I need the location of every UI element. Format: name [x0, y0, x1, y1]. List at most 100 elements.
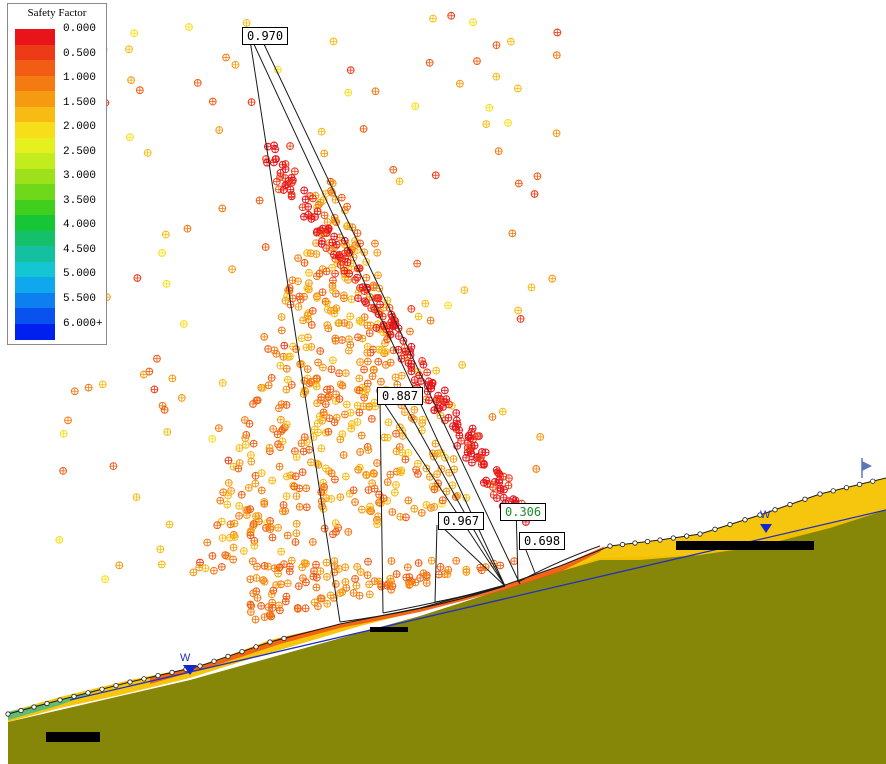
slip-center-marker	[218, 379, 227, 387]
slip-center-marker	[434, 479, 442, 488]
slip-center-marker	[307, 458, 315, 467]
slip-center-marker	[332, 390, 341, 399]
legend-swatch	[15, 29, 55, 45]
slip-center-marker	[386, 358, 395, 367]
slip-center-marker	[302, 343, 311, 352]
slip-center-marker	[276, 415, 285, 424]
legend-label: 0.000	[63, 23, 97, 35]
slip-center-marker	[443, 570, 452, 579]
slip-center-marker	[208, 434, 217, 443]
slip-center-marker	[241, 440, 250, 449]
boundary-bar-right	[676, 541, 814, 550]
slip-center-marker	[492, 494, 501, 503]
slip-center-marker	[329, 37, 338, 46]
slip-center-marker	[299, 390, 308, 399]
legend-label: 2.000	[63, 121, 97, 134]
slip-center-marker	[329, 250, 338, 259]
slip-center-marker	[390, 488, 399, 497]
slip-center-marker	[323, 599, 332, 608]
legend-swatch	[15, 292, 55, 309]
slip-center-marker	[450, 465, 459, 474]
slip-center-marker	[189, 568, 198, 577]
slip-center-marker	[317, 127, 326, 136]
slip-center-marker	[351, 276, 360, 284]
slip-center-marker	[368, 372, 377, 381]
slip-center-marker	[265, 443, 274, 452]
slip-center-marker	[468, 458, 476, 467]
slip-center-marker	[447, 11, 456, 20]
fs-label-0970[interactable]: 0.970	[242, 27, 289, 45]
slip-center-marker	[153, 354, 161, 363]
slip-center-marker	[495, 476, 504, 485]
slip-center-marker	[346, 66, 355, 75]
boundary-bar-left	[46, 732, 100, 742]
slip-center-marker	[318, 237, 326, 246]
slip-center-marker	[460, 286, 469, 295]
slip-center-marker	[452, 409, 461, 417]
slip-center-marker	[217, 563, 226, 571]
slip-center-marker	[229, 543, 238, 552]
slip-center-marker	[427, 556, 436, 565]
fs-label-0967[interactable]: 0.967	[438, 512, 485, 530]
slip-center-marker	[402, 513, 410, 522]
fs-label-0698[interactable]: 0.698	[519, 532, 566, 550]
slip-center-marker	[266, 525, 275, 534]
slip-center-marker	[222, 53, 230, 62]
slip-center-marker	[553, 28, 562, 37]
slip-center-marker	[268, 603, 277, 612]
slip-center-marker	[301, 195, 310, 204]
slip-center-marker	[304, 315, 313, 324]
legend-swatch	[15, 246, 55, 262]
slip-center-marker	[349, 486, 358, 495]
surface-vertex	[742, 517, 748, 523]
legend-swatch	[15, 168, 55, 185]
surface-vertex	[44, 700, 50, 707]
slip-center-marker	[341, 563, 350, 572]
slip-center-marker	[279, 501, 288, 509]
slip-center-marker	[510, 557, 519, 565]
slip-center-marker	[492, 41, 501, 50]
legend-label: 4.000	[63, 219, 97, 232]
slip-center-marker	[344, 88, 353, 97]
slip-center-marker	[365, 590, 374, 599]
slip-center-marker	[362, 273, 371, 282]
slip-center-marker	[552, 129, 561, 138]
slip-center-marker	[365, 329, 374, 338]
fs-label-0306-critical[interactable]: 0.306	[500, 503, 547, 521]
fs-label-0887[interactable]: 0.887	[377, 387, 424, 405]
slip-center-marker	[298, 203, 307, 212]
slip-center-marker	[355, 316, 364, 325]
slip-center-marker	[158, 249, 166, 257]
slip-center-marker	[422, 501, 431, 509]
slip-center-marker	[286, 562, 294, 571]
slip-center-marker	[374, 512, 383, 521]
slip-center-marker	[552, 51, 561, 60]
slip-center-marker	[387, 577, 396, 586]
slip-center-marker	[419, 360, 428, 369]
slip-center-marker	[143, 148, 152, 157]
slip-center-marker	[283, 531, 292, 540]
slip-center-marker	[345, 321, 354, 329]
slip-center-marker	[421, 299, 430, 308]
slip-center-marker	[217, 517, 226, 526]
surface-vertex	[632, 540, 638, 546]
slip-center-marker	[268, 476, 277, 485]
slip-center-marker	[235, 501, 244, 510]
slip-center-marker	[317, 488, 326, 497]
surface-vertex	[697, 531, 703, 537]
slip-center-marker	[253, 593, 262, 602]
slip-center-marker	[139, 370, 148, 379]
slip-center-marker	[403, 563, 412, 572]
slip-center-marker	[226, 533, 234, 542]
slip-center-marker	[331, 580, 340, 588]
slip-center-marker	[344, 528, 353, 536]
slip-center-marker	[247, 457, 256, 466]
slip-center-marker	[288, 294, 297, 303]
legend-swatch	[15, 60, 55, 76]
surface-vertex	[843, 484, 850, 491]
surface-vertex	[155, 672, 161, 679]
slip-center-marker	[358, 283, 367, 292]
slip-center-marker	[410, 405, 419, 414]
slip-center-marker	[260, 577, 269, 586]
